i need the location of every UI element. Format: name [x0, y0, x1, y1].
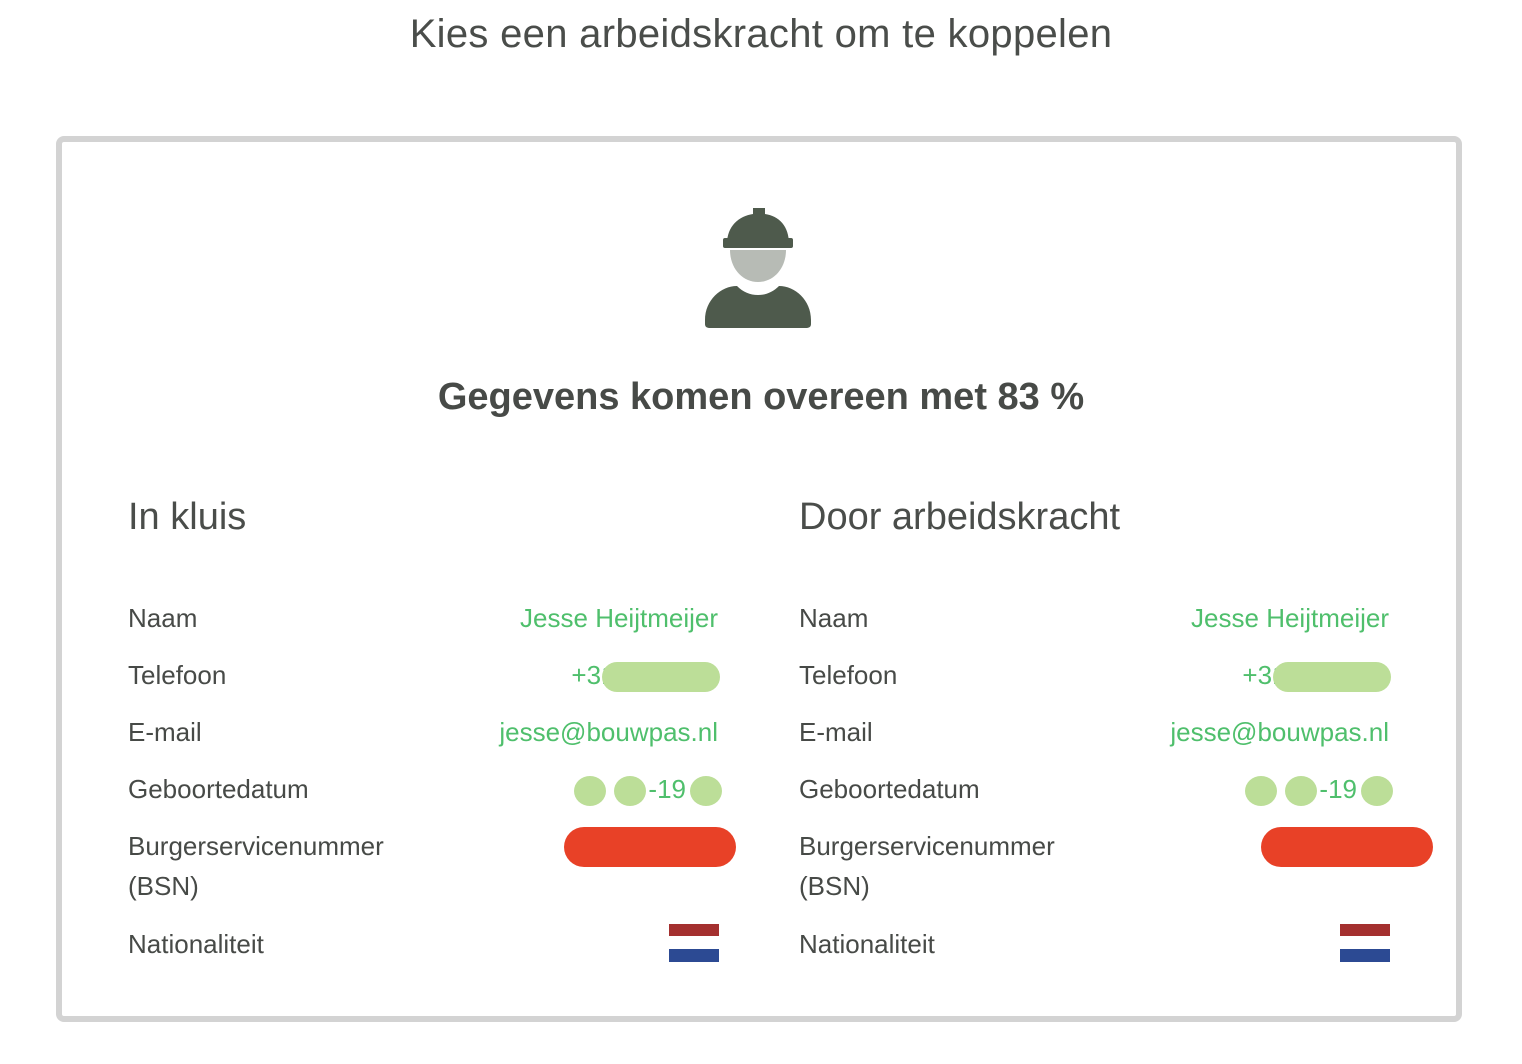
email-value: jesse@bouwpas.nl	[499, 717, 718, 747]
birthdate-month-redaction	[614, 776, 646, 806]
birthdate-label: Geboortedatum	[799, 774, 980, 804]
email-value: jesse@bouwpas.nl	[1170, 717, 1389, 747]
bsn-label-line2: (BSN)	[128, 871, 199, 901]
name-value: Jesse Heijtmeijer	[520, 603, 718, 633]
bsn-redaction	[564, 827, 736, 867]
phone-redaction	[602, 662, 720, 692]
phone-label: Telefoon	[799, 660, 898, 690]
email-label: E-mail	[799, 717, 873, 747]
nationality-label: Nationaliteit	[799, 929, 935, 959]
birthdate-day-redaction	[574, 776, 606, 806]
bsn-label-line1: Burgerservicenummer	[799, 831, 1055, 861]
nationality-label: Nationaliteit	[128, 929, 264, 959]
birthdate-year-redaction	[1361, 776, 1393, 806]
name-value: Jesse Heijtmeijer	[1191, 603, 1389, 633]
birthdate-month-redaction	[1285, 776, 1317, 806]
name-label: Naam	[799, 603, 869, 633]
birthdate-value: - -19	[572, 769, 722, 809]
birthdate-year-redaction	[690, 776, 722, 806]
email-label: E-mail	[128, 717, 202, 747]
phone-redaction	[1273, 662, 1391, 692]
column-title: In kluis	[128, 496, 247, 538]
name-label: Naam	[128, 603, 198, 633]
bsn-label: Burgerservicenummer (BSN)	[799, 826, 1055, 906]
vault-data-column: In kluis Naam Jesse Heijtmeijer Telefoon…	[128, 496, 748, 976]
worker-data-column: Door arbeidskracht Naam Jesse Heijtmeije…	[799, 496, 1433, 976]
bsn-label-line2: (BSN)	[799, 871, 870, 901]
netherlands-flag-icon	[669, 924, 719, 962]
birthdate-value: - -19	[1243, 769, 1393, 809]
column-title: Door arbeidskracht	[799, 496, 1121, 538]
phone-label: Telefoon	[128, 660, 227, 690]
worker-match-card[interactable]	[56, 136, 1462, 1022]
birthdate-label: Geboortedatum	[128, 774, 309, 804]
bsn-label-line1: Burgerservicenummer	[128, 831, 384, 861]
bsn-label: Burgerservicenummer (BSN)	[128, 826, 384, 906]
match-percentage-heading: Gegevens komen overeen met 83 %	[437, 376, 1085, 418]
birthdate-day-redaction	[1245, 776, 1277, 806]
construction-worker-icon	[703, 206, 813, 330]
page-title: Kies een arbeidskracht om te koppelen	[409, 12, 1113, 56]
bsn-redaction	[1261, 827, 1433, 867]
netherlands-flag-icon	[1340, 924, 1390, 962]
